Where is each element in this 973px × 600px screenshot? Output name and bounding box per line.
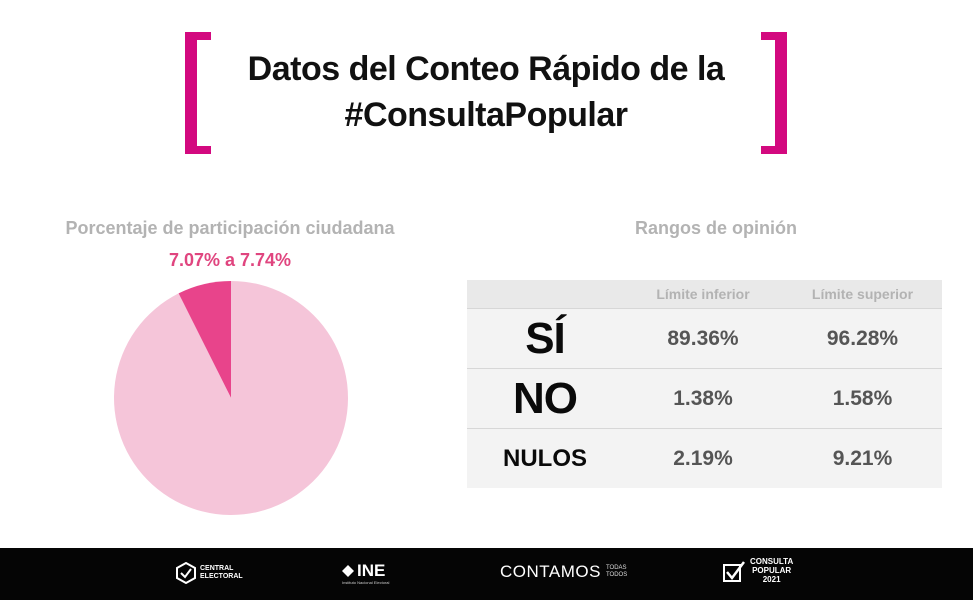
contamos-logo: CONTAMOS TODAS TODOS xyxy=(500,562,627,582)
ine-text: INE xyxy=(357,561,386,580)
check-box-icon xyxy=(723,560,745,582)
si-upper-value: 96.28% xyxy=(826,326,899,350)
consulta-line-2: POPULAR xyxy=(752,566,792,575)
consulta-line-1: CONSULTA xyxy=(750,557,794,566)
header-cell-lower: Límite inferior xyxy=(656,286,750,302)
table-row-nulos: NULOS 2.19% 9.21% xyxy=(467,428,942,488)
pie-chart-range-label: 7.07% a 7.74% xyxy=(168,250,292,270)
central-electoral-logo-icon xyxy=(176,562,196,584)
nulos-lower-value: 2.19% xyxy=(673,446,733,470)
ine-logo: INE Instituto Nacional Electoral xyxy=(342,562,389,585)
title-line-1: Datos del Conteo Rápido de la xyxy=(247,50,725,88)
opinion-table-title: Rangos de opinión xyxy=(635,218,797,238)
pie-slice-remainder xyxy=(114,281,348,515)
participation-pie-chart xyxy=(114,281,348,515)
row-label-si: SÍ xyxy=(525,313,566,363)
footer-bar: CENTRAL ELECTORAL INE Instituto Nacional… xyxy=(0,548,973,600)
si-lower-value: 89.36% xyxy=(667,326,739,350)
header-cell-upper: Límite superior xyxy=(811,286,914,302)
pie-chart-title: Porcentaje de participación ciudadana xyxy=(65,218,395,238)
contamos-text: CONTAMOS xyxy=(500,562,601,581)
consulta-popular-text: CONSULTA POPULAR 2021 xyxy=(750,557,793,584)
table-row-no: NO 1.38% 1.58% xyxy=(467,368,942,428)
row-label-no: NO xyxy=(513,373,578,423)
table-header-row: Límite inferior Límite superior xyxy=(467,280,942,308)
right-bracket-decoration xyxy=(761,32,787,154)
consulta-popular-logo: CONSULTA POPULAR 2021 xyxy=(722,557,793,584)
row-label-nulos: NULOS xyxy=(503,444,587,472)
table-row-si: SÍ 89.36% 96.28% xyxy=(467,308,942,368)
pie-slice-participation xyxy=(178,281,231,398)
contamos-side: TODAS TODOS xyxy=(606,565,627,579)
ine-subtitle: Instituto Nacional Electoral xyxy=(342,580,390,585)
left-bracket-decoration xyxy=(185,32,211,154)
title-line-2: #ConsultaPopular xyxy=(344,96,628,134)
opinion-table: Límite inferior Límite superior SÍ 89.36… xyxy=(467,280,942,488)
no-lower-value: 1.38% xyxy=(673,386,733,410)
contamos-bottom-text: TODOS xyxy=(605,572,628,578)
ine-logo-icon xyxy=(342,565,354,577)
nulos-upper-value: 9.21% xyxy=(832,446,893,470)
no-upper-value: 1.58% xyxy=(832,386,893,410)
consulta-year: 2021 xyxy=(762,575,781,584)
central-electoral-logo: CENTRAL ELECTORAL xyxy=(176,562,243,584)
central-electoral-text: CENTRAL ELECTORAL xyxy=(200,565,243,580)
contamos-top-text: TODAS xyxy=(605,565,627,571)
title-block: Datos del Conteo Rápido de la #ConsultaP… xyxy=(185,32,787,154)
page-title: Datos del Conteo Rápido de la #ConsultaP… xyxy=(215,46,757,138)
